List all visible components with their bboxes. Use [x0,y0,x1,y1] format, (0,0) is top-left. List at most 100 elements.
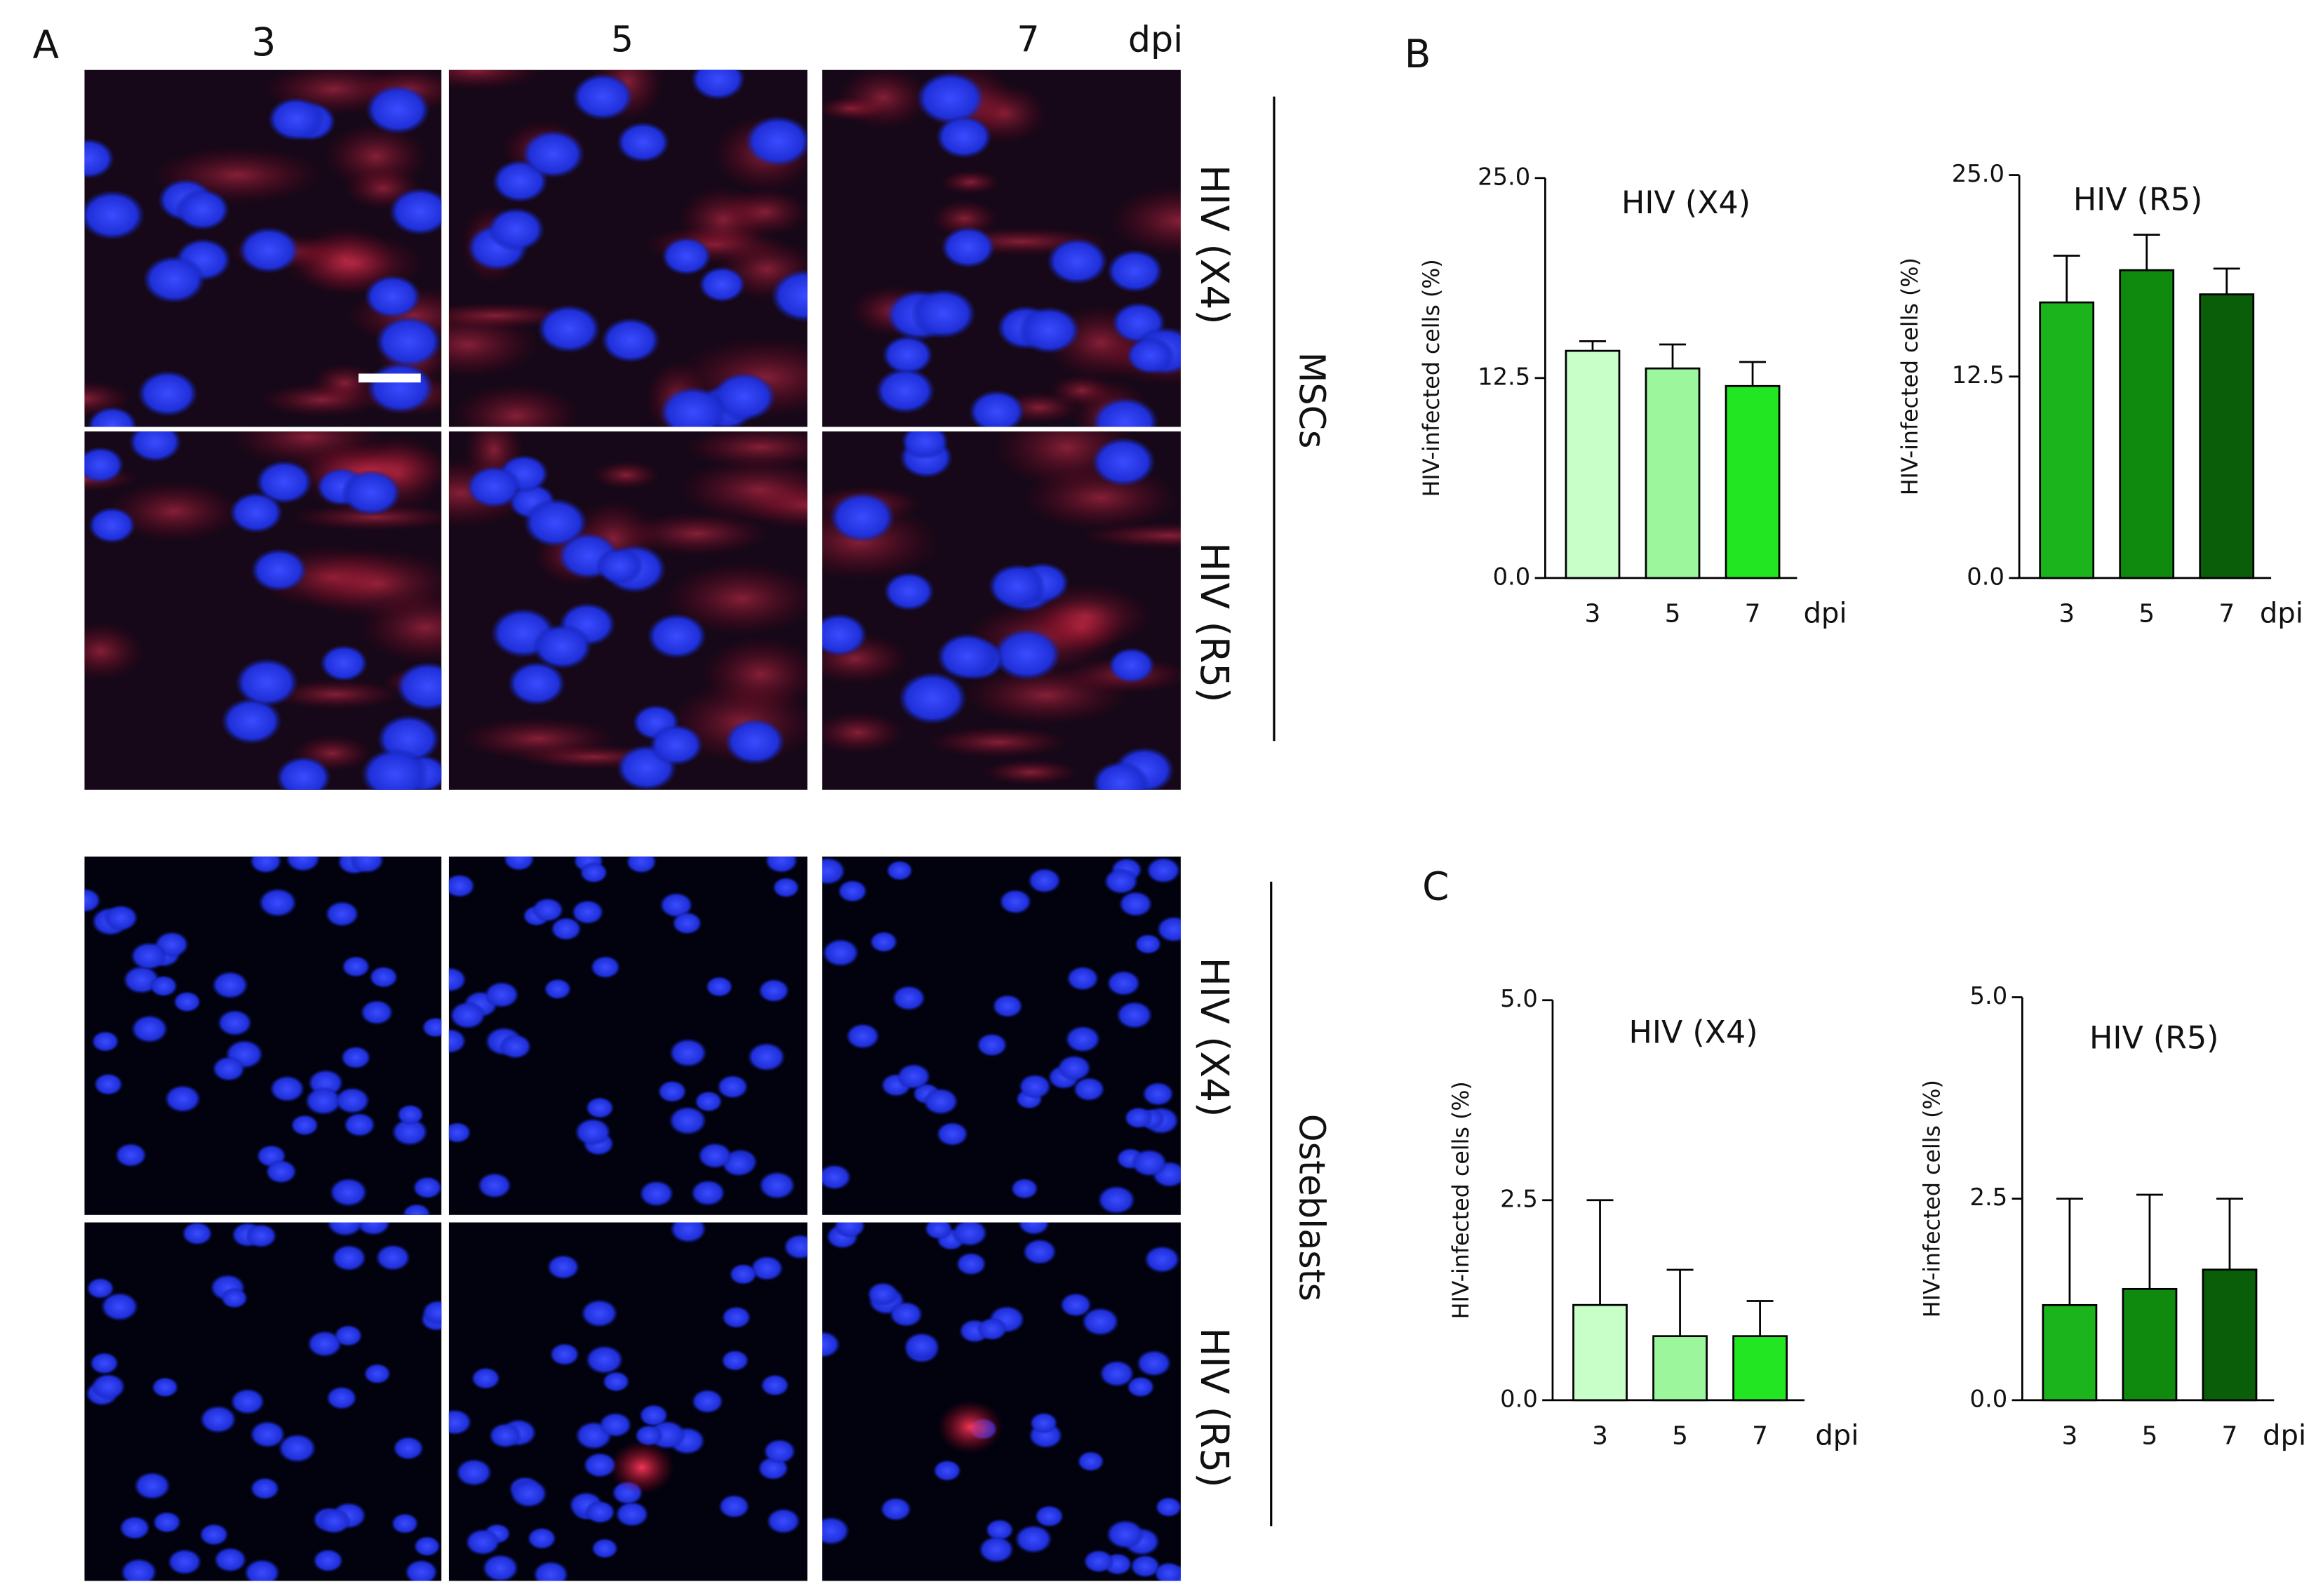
nucleus [1118,890,1153,918]
nucleus [1066,965,1099,991]
nucleus [422,1017,442,1038]
nucleus [484,981,520,1009]
nucleus [572,73,634,121]
nucleus [356,1222,391,1236]
nucleus [375,1244,411,1271]
nucleus [402,1203,431,1215]
red-stain [453,384,580,427]
nucleus [119,1515,151,1540]
nucleus [255,460,313,504]
x-tick-label: 7 [2218,600,2235,629]
nucleus [549,1343,580,1367]
bar [2199,293,2255,579]
nucleus [199,1405,237,1434]
nucleus [550,916,582,941]
nucleus [465,1528,501,1556]
nucleus [671,911,702,935]
nucleus [499,1033,532,1059]
row-label: HIV (R5) [1192,1327,1237,1487]
nucleus [875,368,935,414]
nucleus [325,901,359,927]
nucleus [935,115,992,159]
nucleus [1153,1562,1181,1581]
panel-letter: B [1405,32,1431,76]
nucleus [765,856,798,873]
nucleus [137,370,199,417]
bar [2202,1268,2258,1402]
nucleus [326,1222,364,1237]
nucleus [822,1164,852,1191]
nucleus [744,115,808,167]
nucleus [448,1028,467,1054]
nucleus [758,978,790,1003]
bar [1732,1335,1788,1402]
nucleus [521,130,585,179]
nucleus [1017,1222,1050,1235]
error-bar [1746,1300,1774,1336]
nucleus [760,1374,790,1397]
nucleus [898,671,968,725]
nucleus [585,1345,624,1375]
nucleus [343,1112,376,1137]
nucleus [770,269,808,323]
nucleus [892,985,926,1012]
y-tick-label: 5.0 [1500,985,1538,1012]
nucleus [471,1367,501,1390]
nucleus [660,892,693,918]
micrograph-content [822,431,1181,790]
bar [1565,349,1621,579]
nucleus [182,1222,213,1246]
y-tick-label: 2.5 [1970,1183,2008,1211]
red-stain [983,759,1079,785]
x-tick-label: 3 [2062,1422,2078,1451]
row-label: HIV (X4) [1192,958,1237,1118]
nucleus [133,1471,171,1501]
nucleus [265,1159,297,1184]
nucleus [1022,1238,1057,1266]
red-stain [837,69,930,129]
nucleus [151,1376,179,1398]
nucleus [625,856,657,874]
x-tick-label: 5 [1672,1422,1688,1451]
nucleus [1144,1245,1181,1273]
nucleus [669,1222,707,1244]
nucleus [978,1536,1015,1564]
nucleus [91,1373,126,1400]
group-label: Osteblasts [1292,1114,1333,1301]
red-stain [291,504,442,531]
nucleus [487,207,545,252]
red-stain [448,311,539,378]
nucleus [869,931,898,953]
micrograph-content [84,69,442,427]
error-bar [2213,267,2240,295]
nucleus [363,1363,391,1385]
nucleus [1073,1076,1106,1102]
nucleus [883,572,935,611]
nucleus [1092,397,1159,427]
nucleus [669,1038,707,1068]
row-label: HIV (R5) [1192,542,1237,702]
nucleus [766,1508,801,1534]
nucleus [1131,1148,1167,1177]
nucleus [1156,916,1181,943]
x-axis-label: dpi [1803,598,1847,630]
y-tick-label: 0.0 [1500,1385,1538,1412]
nucleus [329,1177,368,1207]
bar [2042,1303,2098,1402]
y-axis-label: HIV-infected cells (%) [1898,257,1923,495]
nucleus [601,317,660,363]
nucleus [923,1087,959,1115]
nucleus [547,1254,580,1280]
nucleus [245,1223,277,1249]
chart-title: HIV (R5) [2073,182,2202,218]
nucleus [389,187,442,236]
nucleus [360,999,394,1026]
nucleus [304,1087,342,1115]
y-axis-label: HIV-infected cells (%) [1920,1080,1946,1317]
nucleus [1057,1054,1092,1082]
nucleus [916,72,985,125]
nucleus [1027,867,1062,894]
y-axis-label: HIV-infected cells (%) [1449,1081,1474,1319]
column-header: 5 [611,19,634,60]
nucleus [834,1222,866,1238]
